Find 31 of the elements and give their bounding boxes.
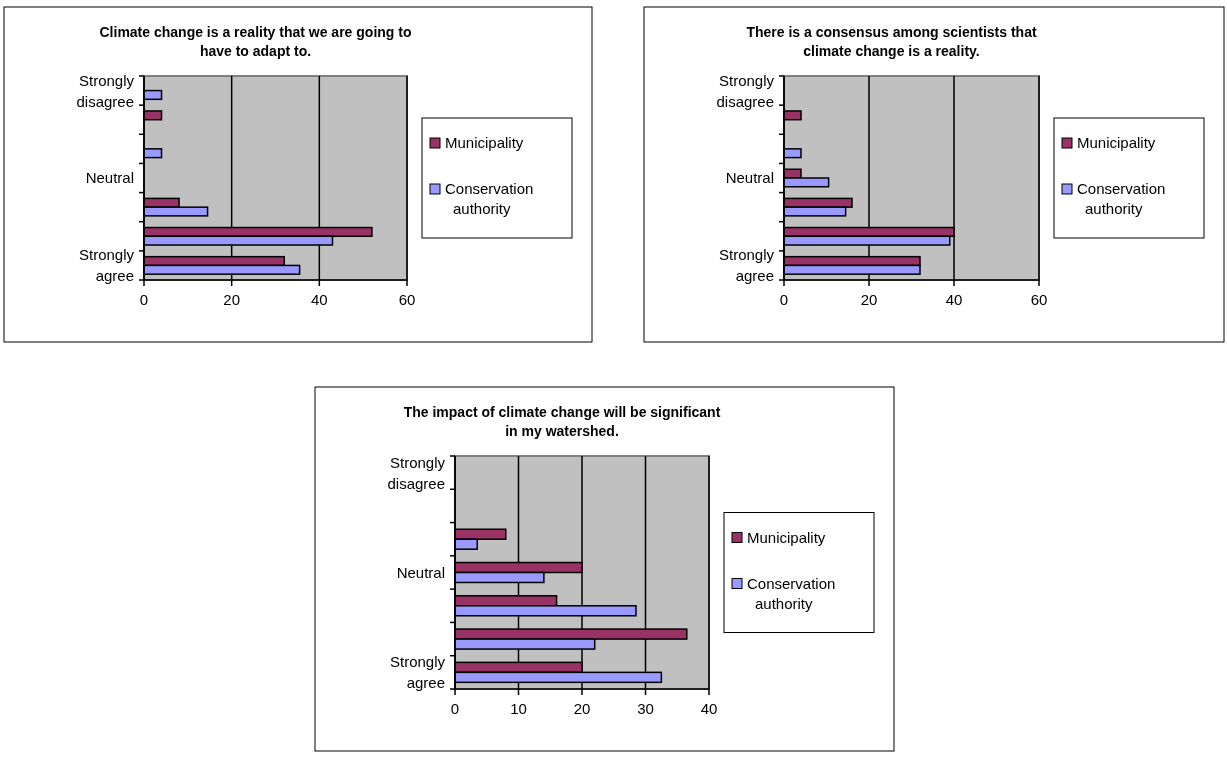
x-tick-label: 20	[573, 700, 591, 717]
x-tick-label: 0	[139, 291, 149, 308]
chart-title: The impact of climate change will be significant in my watershed.	[403, 404, 721, 439]
chart-title: Climate change is a reality that we are going to have to adapt to.	[99, 24, 412, 59]
y-tick-label: Strongly agree	[389, 653, 446, 692]
x-tick-label: 40	[700, 700, 718, 717]
x-tick-label: 40	[310, 291, 328, 308]
x-tick-label: 60	[1030, 291, 1048, 308]
y-tick-label: Neutral	[396, 563, 445, 581]
legend-label: Municipality	[445, 134, 524, 151]
y-tick-label: Strongly agree	[78, 246, 135, 285]
x-tick-label: 40	[945, 291, 963, 308]
y-tick-label: Strongly disagree	[76, 71, 135, 110]
x-tick-label: 0	[779, 291, 789, 308]
legend-label: Conservation authority	[445, 180, 534, 217]
x-tick-label: 30	[637, 700, 654, 717]
x-tick-label: 20	[223, 291, 241, 308]
x-tick-label: 60	[398, 291, 416, 308]
y-tick-label: Neutral	[85, 169, 134, 186]
y-tick-label: Strongly disagree	[387, 453, 446, 492]
y-tick-label: Neutral	[725, 169, 774, 186]
y-tick-label: Strongly disagree	[716, 71, 775, 110]
x-tick-label: 20	[860, 291, 878, 308]
legend-label: Conservation authority	[1077, 180, 1166, 217]
legend-label: Municipality	[1077, 134, 1156, 151]
legend-label: Municipality	[747, 528, 826, 546]
chart-title: There is a consensus among scientists that climate change is a reality.	[746, 24, 1037, 59]
y-tick-label: Strongly agree	[718, 246, 775, 285]
x-tick-label: 10	[510, 700, 527, 717]
legend-label: Conservation authority	[747, 574, 836, 612]
x-tick-label: 0	[450, 700, 460, 717]
